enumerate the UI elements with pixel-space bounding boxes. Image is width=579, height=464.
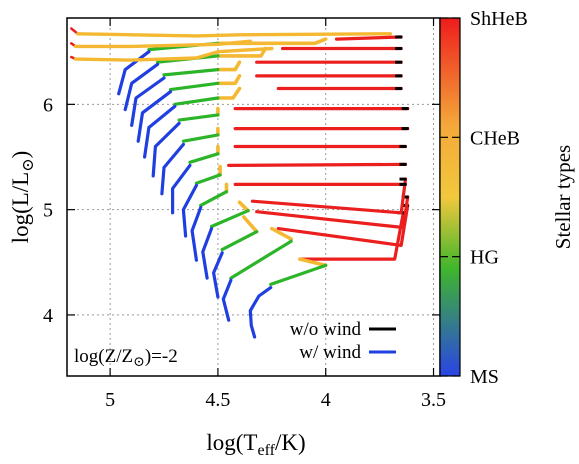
track-ms-segment [117, 50, 151, 96]
track-hg-segment [229, 239, 293, 280]
track-ms-segment [212, 251, 224, 299]
evolution-tracks [70, 27, 410, 339]
track-shheb-segment [255, 195, 410, 230]
x-tick-label: 3.5 [421, 389, 446, 411]
track-ms-segment [143, 104, 177, 159]
track-hg-segment [194, 173, 222, 185]
y-tick-label: 4 [43, 305, 53, 327]
track-ms-segment [130, 76, 166, 127]
plot-frame [66, 17, 441, 377]
track-hg-segment [168, 81, 220, 92]
track-ms-segment [160, 142, 185, 196]
track-cheb-segment [216, 37, 328, 46]
track-shheb-segment [250, 177, 408, 215]
colorbar-tick-label: HG [470, 247, 499, 269]
x-tick-label: 4 [321, 389, 331, 411]
track-hg-segment [220, 230, 259, 252]
track-ms-segment [248, 286, 273, 339]
track-ms-segment [190, 205, 203, 262]
colorbar-tick-label: MS [470, 366, 499, 388]
colorbar-tick-label: ShHeB [470, 8, 528, 30]
track-cheb-segment [216, 46, 268, 58]
legend-label-nowind: w/o wind [290, 319, 362, 340]
track-ms-segment [151, 121, 181, 178]
track-cheb-segment [242, 215, 259, 234]
track-hg-segment [177, 113, 220, 122]
wind-track-segment [73, 39, 252, 49]
track-cheb-segment [216, 60, 242, 72]
track-cheb-segment [270, 226, 293, 241]
track-shheb-segment [334, 35, 403, 41]
colorbar-ticks: ShHeB CHeB HG MS [440, 8, 528, 388]
axis-ticks: 5 4.5 4 3.5 4 5 6 [43, 18, 446, 411]
track-ms-segment [123, 62, 160, 112]
y-tick-label: 5 [43, 200, 53, 222]
track-hg-segment [188, 152, 220, 164]
track-hg-segment [173, 96, 220, 106]
track-cheb-segment [216, 86, 242, 100]
track-ms-segment [171, 163, 192, 215]
track-cheb-segment [237, 200, 250, 213]
track-hg-segment [269, 263, 328, 286]
colorbar [439, 17, 461, 377]
track-hg-segment [199, 190, 229, 207]
legend-label-wind: w/ wind [299, 342, 361, 363]
wind-track-segment [73, 46, 274, 62]
track-ms-segment [136, 90, 173, 143]
track-hg-segment [162, 68, 220, 77]
y-tick-label: 6 [43, 94, 53, 116]
track-hg-segment [209, 209, 250, 229]
track-ms-segment [221, 278, 233, 322]
track-ms-segment [181, 183, 198, 238]
wind-track-segment [76, 32, 393, 38]
track-cheb-segment [216, 74, 242, 86]
y-axis-label: log(L/L⊙) [8, 151, 37, 244]
grid-lines [67, 18, 440, 376]
track-shheb-segment [227, 162, 408, 167]
legend: w/o wind w/ wind [290, 319, 396, 363]
x-tick-label: 4.5 [205, 389, 230, 411]
track-shheb-segment [298, 211, 405, 261]
colorbar-tick-label: CHeB [470, 127, 520, 149]
x-tick-label: 5 [105, 389, 115, 411]
track-hg-segment [181, 133, 220, 143]
track-cheb-segment [298, 257, 328, 268]
track-ms-segment [201, 227, 214, 280]
x-axis-label: log(Teff/K) [206, 430, 305, 459]
colorbar-label: Stellar types [551, 145, 575, 249]
annotation: log(Z/Z⊙)=-2 [74, 346, 178, 370]
